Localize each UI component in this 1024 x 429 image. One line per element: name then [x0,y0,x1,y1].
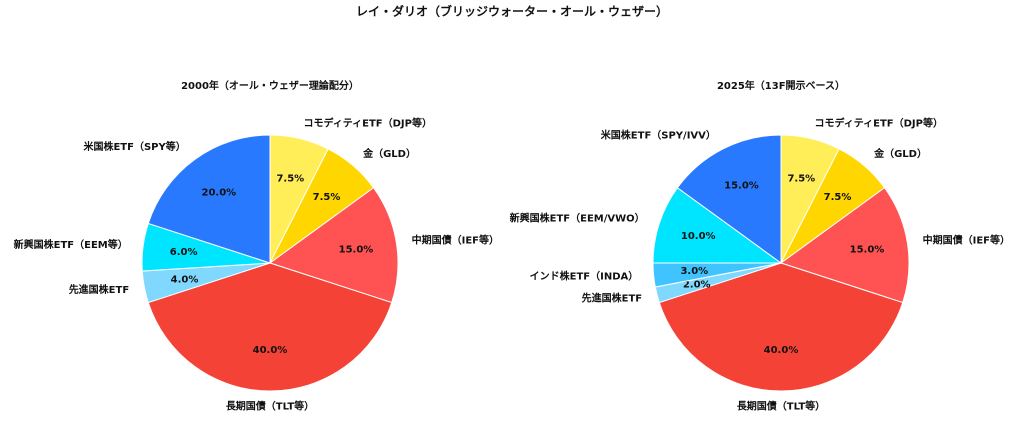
slice-value-label: 40.0% [253,345,288,356]
slice-label: インド株ETF（INDA） [530,269,639,282]
slice-label: 中期国債（IEF等） [923,234,1010,247]
pie-slice [652,187,783,264]
slice-value-label: 20.0% [201,188,236,199]
slice-value-label: 10.0% [681,231,716,242]
pie-title: 2000年（オール・ウェザー理論配分） [181,79,359,92]
slice-label: 米国株ETF（SPY等） [83,140,185,153]
pie-slice [779,187,910,304]
slice-value-label: 4.0% [171,274,199,285]
slice-value-label: 15.0% [724,180,759,191]
slice-label: コモディティETF（DJP等） [814,117,943,130]
slice-value-label: 15.0% [339,244,374,255]
slice-value-label: 7.5% [824,192,852,203]
slice-label: 米国株ETF（SPY/IVV） [601,128,716,141]
slice-label: 長期国債（TLT等） [226,399,314,412]
slice-label: 金（GLD） [362,147,416,160]
pie-slice [676,134,782,264]
slice-value-label: 7.5% [276,173,304,184]
slice-value-label: 7.5% [787,173,815,184]
figure-title: レイ・ダリオ（ブリッジウォーター・オール・ウェザー） [356,4,668,19]
slice-value-label: 3.0% [680,266,708,277]
slice-label: 長期国債（TLT等） [737,399,825,412]
slice-value-label: 7.5% [313,192,341,203]
slice-label: 金（GLD） [873,147,927,160]
slice-label: 先進国株ETF [69,283,129,296]
pie-slice [147,134,271,264]
slice-value-label: 40.0% [764,345,799,356]
pie-slice [658,262,904,392]
slice-label: 新興国株ETF（EEM/VWO） [510,212,645,225]
slice-label: 先進国株ETF [582,292,642,305]
slice-label: 新興国株ETF（EEM等） [14,238,128,251]
slice-value-label: 6.0% [170,247,198,258]
slice-label: コモディティETF（DJP等） [303,117,432,130]
pie-title: 2025年（13F開示ベース） [717,79,845,92]
pie-slice [268,187,399,304]
slice-value-label: 15.0% [850,244,885,255]
pie-slice [147,262,393,392]
slice-value-label: 2.0% [683,280,711,291]
slice-label: 中期国債（IEF等） [412,234,499,247]
